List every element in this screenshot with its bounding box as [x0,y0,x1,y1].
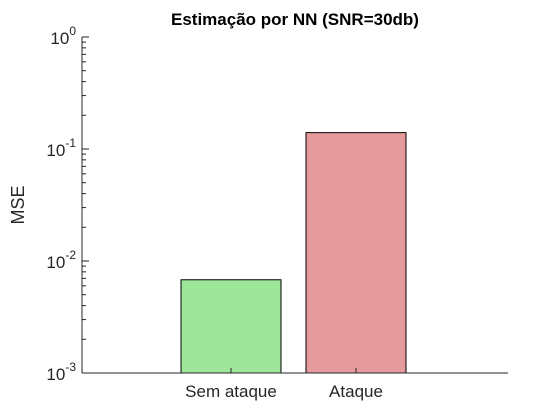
bar-ataque [306,133,406,373]
x-tick-label: Ataque [329,382,383,401]
x-tick-label: Sem ataque [185,382,277,401]
chart-title: Estimação por NN (SNR=30db) [171,10,419,29]
bar-sem-ataque [181,280,281,373]
y-axis-ticks [82,37,89,373]
y-tick-label: 10-1 [46,136,76,160]
y-axis-label: MSE [8,185,28,224]
y-tick-label: 10-2 [46,248,76,272]
bars [181,133,406,373]
y-tick-label: 100 [50,24,76,48]
axes [82,37,508,373]
y-tick-label: 10-3 [46,360,76,384]
